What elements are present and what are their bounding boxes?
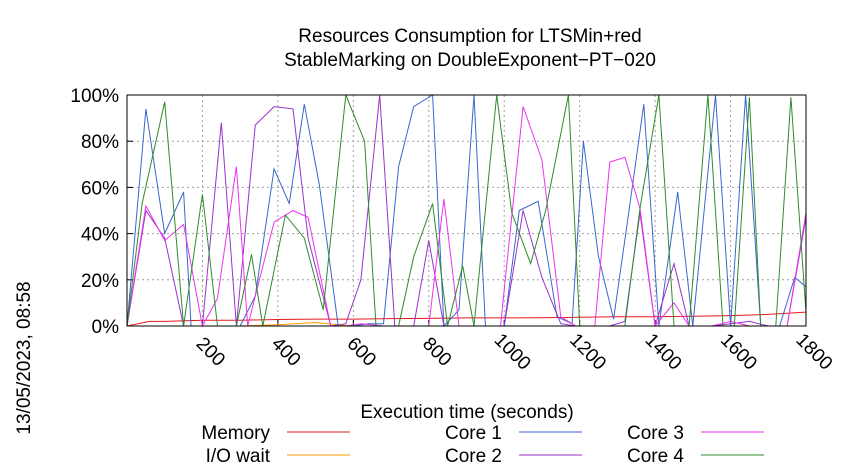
x-tick-label: 800 xyxy=(418,333,455,370)
legend-label: Core 1 xyxy=(445,423,502,444)
legend-label: Core 3 xyxy=(627,423,684,444)
x-tick-label: 400 xyxy=(267,333,304,370)
legend-item: Core 2 xyxy=(445,446,582,467)
legend-label: Memory xyxy=(201,423,270,444)
legend-label: I/O wait xyxy=(206,446,271,467)
x-tick-label: 1000 xyxy=(490,330,535,375)
chart-title-line2: StableMarking on DoubleExponent−PT−020 xyxy=(284,50,656,71)
y-tick-label: 80% xyxy=(81,132,119,153)
legend-item: I/O wait xyxy=(206,446,350,467)
plot-frame xyxy=(126,94,807,327)
series-line-core-1 xyxy=(126,94,807,328)
x-tick-label: 1800 xyxy=(792,330,837,375)
chart-title-line1: Resources Consumption for LTSMin+red xyxy=(298,26,641,47)
x-tick-label: 1400 xyxy=(641,330,686,375)
x-tick-label: 1200 xyxy=(565,330,610,375)
y-tick-label: 0% xyxy=(92,317,120,338)
y-tick-label: 100% xyxy=(70,86,119,107)
series-line-i-o-wait xyxy=(127,321,806,327)
timestamp-label: 13/05/2023, 08:58 xyxy=(14,281,35,434)
series-line-memory xyxy=(126,311,807,327)
y-tick-label: 40% xyxy=(81,225,119,246)
legend-label: Core 4 xyxy=(627,446,684,467)
legend-item: Core 3 xyxy=(627,423,764,444)
legend-item: Memory xyxy=(201,423,350,444)
x-tick-label: 200 xyxy=(192,333,229,370)
legend-label: Core 2 xyxy=(445,446,502,467)
x-tick-label: 600 xyxy=(343,333,380,370)
x-tick-label: 1600 xyxy=(716,330,761,375)
x-axis-label: Execution time (seconds) xyxy=(360,402,573,423)
series-lines xyxy=(126,94,807,328)
y-tick-label: 20% xyxy=(81,271,119,292)
x-axis-ticks: 200 400 600 800 1000 1200 1400 1600 1800 xyxy=(192,320,837,375)
y-tick-label: 60% xyxy=(81,178,119,199)
legend-item: Core 1 xyxy=(445,423,582,444)
legend-item: Core 4 xyxy=(627,446,764,467)
y-axis-ticks: 0% 20% 40% 60% 80% 100% xyxy=(70,86,133,338)
